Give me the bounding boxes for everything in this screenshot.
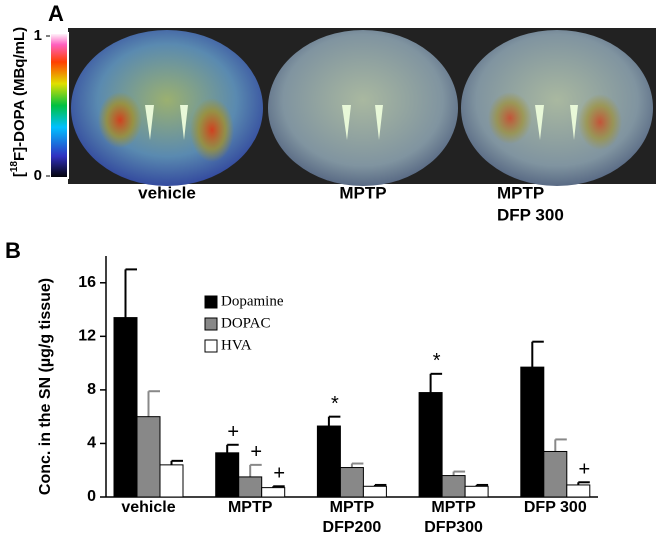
- pet-image: [268, 30, 458, 186]
- bar: [441, 475, 466, 498]
- legend-label: Dopamine: [221, 293, 284, 309]
- significance-marker: *: [433, 350, 441, 372]
- y-axis-label: Conc. in the SN (µg/g tissue): [37, 278, 54, 495]
- colorbar-label: [18F]-DOPA (MBq/mL): [9, 27, 28, 177]
- legend-label: HVA: [221, 337, 252, 353]
- x-tick-label: MPTP: [228, 499, 273, 516]
- ventricle: [342, 105, 383, 140]
- x-tick-label: DFP 300: [524, 499, 587, 516]
- bar: [316, 425, 341, 498]
- legend-swatch: [204, 295, 218, 309]
- bar: [339, 467, 364, 498]
- bar: [520, 366, 545, 498]
- colorbar-label-part: [: [11, 172, 28, 177]
- bar: [418, 392, 443, 498]
- colorbar-tick-label: 0: [34, 167, 42, 184]
- x-tick-label: vehicle: [121, 499, 175, 516]
- y-tick-label: 8: [87, 381, 96, 398]
- significance-marker: +: [227, 421, 239, 443]
- significance-marker: +: [250, 441, 262, 463]
- bar: [362, 485, 387, 498]
- y-tick-label: 0: [87, 488, 96, 505]
- legend-swatch: [204, 317, 218, 331]
- bar: [136, 416, 161, 498]
- colorbar-tick-label: 1: [34, 27, 42, 44]
- significance-marker: +: [273, 463, 285, 485]
- pet-hotspot: [488, 92, 532, 144]
- significance-marker: +: [578, 459, 590, 481]
- y-tick-label: 12: [78, 328, 96, 345]
- ventricle: [145, 105, 188, 140]
- bar: [159, 464, 184, 498]
- y-tick-label: 16: [78, 274, 96, 291]
- bar: [566, 484, 591, 498]
- x-tick-label: DFP300: [424, 519, 483, 536]
- bar: [261, 487, 286, 498]
- image-label: MPTP: [497, 183, 544, 202]
- pet-hotspot: [190, 98, 234, 162]
- pet-image: [71, 30, 263, 186]
- panel-label: B: [5, 238, 21, 263]
- bar: [543, 450, 568, 498]
- legend-label: DOPAC: [221, 315, 270, 331]
- image-label: DFP 300: [497, 205, 564, 224]
- x-tick-label: MPTP: [431, 499, 476, 516]
- panel-a-images: [49, 28, 656, 186]
- colorbar: [49, 32, 69, 179]
- significance-marker: *: [331, 393, 339, 415]
- ventricle: [535, 105, 578, 140]
- bar: [238, 476, 263, 498]
- panel-label: A: [48, 1, 64, 26]
- x-tick-label: MPTP: [330, 499, 375, 516]
- y-tick-label: 4: [87, 435, 96, 452]
- bar: [113, 317, 138, 498]
- image-label: vehicle: [138, 183, 196, 202]
- pet-hotspot: [98, 92, 142, 148]
- image-label: MPTP: [339, 183, 386, 202]
- bar: [464, 485, 489, 498]
- colorbar-label-part: F]-DOPA (MBq/mL): [11, 27, 28, 161]
- bar: [215, 452, 240, 498]
- colorbar-label-part: 18: [9, 161, 20, 173]
- pet-hotspot: [578, 94, 622, 150]
- x-tick-label: DFP200: [323, 519, 382, 536]
- legend-swatch: [204, 339, 218, 353]
